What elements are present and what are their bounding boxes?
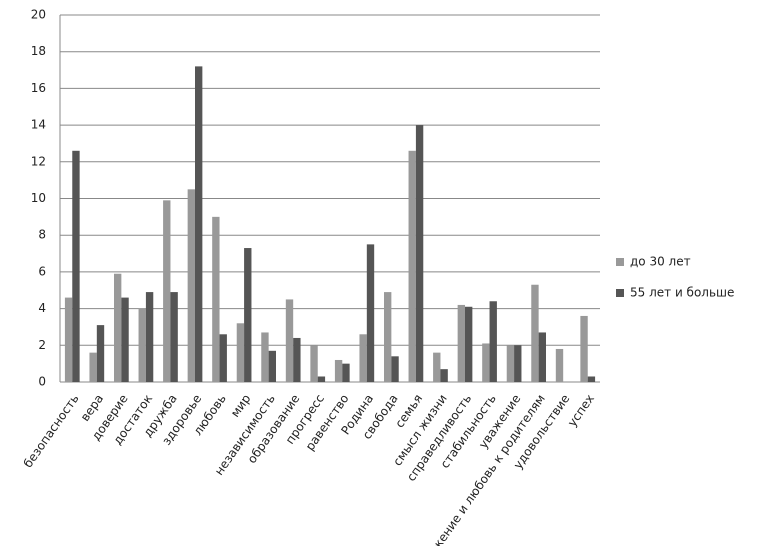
bar <box>391 356 399 382</box>
legend-swatch <box>616 258 624 266</box>
bar <box>440 369 448 382</box>
bar <box>219 334 227 382</box>
bar <box>580 315 588 382</box>
y-tick-label: 18 <box>31 44 46 58</box>
legend-label: до 30 лет <box>630 255 691 269</box>
bar <box>163 200 171 382</box>
bar <box>531 284 539 382</box>
bar <box>538 332 546 382</box>
bar <box>514 345 522 382</box>
bar <box>384 292 392 382</box>
bar <box>482 343 490 382</box>
bar <box>195 66 203 382</box>
legend-label: 55 лет и больше <box>630 286 734 300</box>
bar <box>89 352 97 382</box>
bar <box>268 350 276 382</box>
bar <box>408 150 416 382</box>
y-tick-label: 14 <box>31 118 46 132</box>
bar <box>555 348 564 382</box>
bar <box>170 292 178 382</box>
bar <box>433 352 441 382</box>
y-tick-label: 8 <box>38 228 46 242</box>
legend-swatch <box>616 289 624 297</box>
bar <box>457 304 465 382</box>
y-tick-label: 0 <box>38 375 46 389</box>
bar <box>506 345 515 382</box>
bar <box>261 332 269 382</box>
y-tick-label: 16 <box>31 81 46 95</box>
bar <box>187 189 195 382</box>
bar <box>489 301 497 382</box>
bar <box>366 244 375 382</box>
y-tick-label: 12 <box>31 154 46 168</box>
y-tick-label: 4 <box>38 301 46 315</box>
bar <box>145 292 154 382</box>
bar <box>334 359 343 382</box>
bar <box>465 306 473 382</box>
x-tick-label: успех <box>565 392 597 430</box>
bar <box>359 334 367 382</box>
bar <box>317 376 326 382</box>
y-tick-label: 10 <box>31 191 46 205</box>
bar <box>114 273 122 382</box>
bar <box>96 325 105 382</box>
bar <box>310 345 318 382</box>
bar <box>285 299 294 382</box>
y-tick-label: 2 <box>38 338 46 352</box>
bar <box>121 297 129 382</box>
bar <box>212 216 220 382</box>
bar <box>293 337 301 382</box>
bar <box>587 376 596 382</box>
y-tick-label: 20 <box>31 8 46 22</box>
bar <box>72 150 80 382</box>
bar <box>236 323 245 382</box>
bar <box>342 363 350 382</box>
x-tick-label: безопасность <box>21 392 82 471</box>
bar <box>64 297 73 382</box>
bar <box>415 125 424 382</box>
bar <box>244 248 252 382</box>
y-tick-label: 6 <box>38 264 46 278</box>
bar <box>138 308 146 382</box>
